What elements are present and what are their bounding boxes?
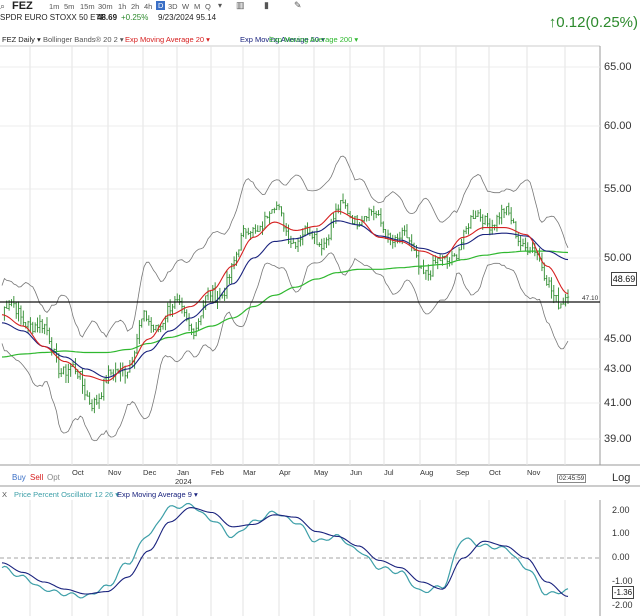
search-icon[interactable]: ⌕ bbox=[0, 1, 6, 11]
price-axis-label: 50.00 bbox=[604, 252, 632, 264]
date-axis-label: Dec bbox=[143, 468, 157, 477]
date-axis-label: Apr bbox=[279, 468, 291, 477]
bollinger-lower-band bbox=[1, 252, 569, 442]
last-price: 48.69 bbox=[97, 13, 118, 22]
current-osc-box: -1.36 bbox=[612, 586, 634, 599]
net-change: ↑0.12(0.25%) bbox=[549, 14, 638, 31]
buy-button[interactable]: Buy bbox=[12, 473, 26, 482]
osc-axis-label: 2.00 bbox=[612, 505, 630, 515]
timeframe-m[interactable]: M bbox=[194, 2, 201, 11]
date-axis-label: Jun bbox=[350, 468, 363, 477]
timeframe-w[interactable]: W bbox=[182, 2, 190, 11]
price-axis-label: 45.00 bbox=[604, 333, 632, 345]
signal-line bbox=[1, 507, 569, 597]
osc-axis-label: 0.00 bbox=[612, 552, 630, 562]
instrument-name: SPDR EURO STOXX 50 ETF bbox=[0, 13, 106, 22]
date-axis-label: May bbox=[314, 468, 329, 477]
osc-axis-label: -1.00 bbox=[612, 576, 633, 586]
chart-type-icon[interactable]: ▥ bbox=[236, 0, 245, 10]
date-axis-label: Nov bbox=[108, 468, 122, 477]
timeframe-5m[interactable]: 5m bbox=[64, 2, 75, 11]
legend-ema20[interactable]: Exp Moving Average 20 ▾ bbox=[125, 35, 210, 44]
price-axis-label: 39.00 bbox=[604, 433, 632, 445]
timeframe-1m[interactable]: 1m bbox=[49, 2, 60, 11]
date-axis-label: Jan bbox=[177, 468, 190, 477]
quote-line: SPDR EURO STOXX 50 ETF 48.69 +0.25% 9/23… bbox=[0, 12, 640, 24]
timeframe-q[interactable]: Q bbox=[205, 2, 211, 11]
date-axis-label: Nov bbox=[527, 468, 541, 477]
quote-date: 9/23/2024 bbox=[158, 13, 194, 22]
timeframe-toolbar: ⌕ FEZ 1m 5m 15m 30m 1h 2h 4h D 3D W M Q … bbox=[0, 0, 640, 12]
legend-ema200[interactable]: Exp Moving Average 200 ▾ bbox=[269, 35, 359, 44]
symbol-label[interactable]: FEZ bbox=[12, 0, 33, 12]
support-level-label: 47.10 bbox=[582, 295, 599, 302]
close-icon[interactable]: X bbox=[2, 490, 8, 499]
timeframe-d[interactable]: D bbox=[156, 1, 166, 10]
log-scale-toggle[interactable]: Log bbox=[612, 472, 631, 484]
ppo-line bbox=[1, 502, 569, 599]
price-axis-label: 65.00 bbox=[604, 61, 632, 73]
bar-chart-icon[interactable]: ▮ bbox=[264, 0, 269, 10]
date-axis-label: Mar bbox=[243, 468, 256, 477]
price-axis-label: 60.00 bbox=[604, 120, 632, 132]
bollinger-upper-band bbox=[1, 155, 569, 338]
up-arrow-icon: ↑ bbox=[548, 14, 557, 31]
date-axis-label: Jul bbox=[384, 468, 394, 477]
timeframe-4h[interactable]: 4h bbox=[144, 2, 153, 11]
price-axis-label: 55.00 bbox=[604, 183, 632, 195]
year-label: 2024 bbox=[175, 477, 192, 486]
osc-axis-label: -2.00 bbox=[612, 600, 633, 610]
quote-close: 95.14 bbox=[196, 13, 217, 22]
timeframe-1h[interactable]: 1h bbox=[118, 2, 127, 11]
timeframe-2h[interactable]: 2h bbox=[131, 2, 140, 11]
price-axis-label: 43.00 bbox=[604, 363, 632, 375]
net-change-value: 0.12(0.25%) bbox=[556, 14, 638, 31]
legend-signal[interactable]: Exp Moving Average 9 ▾ bbox=[117, 490, 198, 499]
date-axis-label: Aug bbox=[420, 468, 434, 477]
timeframe-15m[interactable]: 15m bbox=[80, 2, 95, 11]
ema200-line bbox=[1, 250, 569, 358]
chevron-down-icon[interactable]: ▾ bbox=[218, 1, 223, 10]
date-axis-label: Oct bbox=[72, 468, 84, 477]
date-axis-label: Feb bbox=[211, 468, 224, 477]
price-axis-label: 41.00 bbox=[604, 397, 632, 409]
legend-ppo[interactable]: Price Percent Oscillator 12 26 ▾ bbox=[14, 490, 120, 499]
ema20-line bbox=[1, 210, 569, 382]
clock-label: 02:45:59 bbox=[557, 474, 587, 483]
date-axis-label: Sep bbox=[456, 468, 470, 477]
legend-ema50[interactable]: Exp Moving Average 50 ▾ bbox=[240, 35, 325, 44]
legend-main[interactable]: FEZ Daily ▾ bbox=[2, 35, 41, 44]
option-button[interactable]: Opt bbox=[47, 473, 60, 482]
timeframe-3d[interactable]: 3D bbox=[168, 2, 178, 11]
osc-axis-label: 1.00 bbox=[612, 528, 630, 538]
timeframe-30m[interactable]: 30m bbox=[98, 2, 113, 11]
current-price-box: 48.69 bbox=[611, 272, 637, 286]
legend-bollinger[interactable]: Bollinger Bands® 20 2 ▾ bbox=[43, 35, 124, 44]
ema50-line bbox=[1, 220, 569, 379]
draw-tool-icon[interactable]: ✎ bbox=[294, 0, 302, 10]
date-axis-label: Oct bbox=[489, 468, 501, 477]
change-percent: +0.25% bbox=[121, 13, 149, 22]
sell-button[interactable]: Sell bbox=[30, 473, 44, 482]
